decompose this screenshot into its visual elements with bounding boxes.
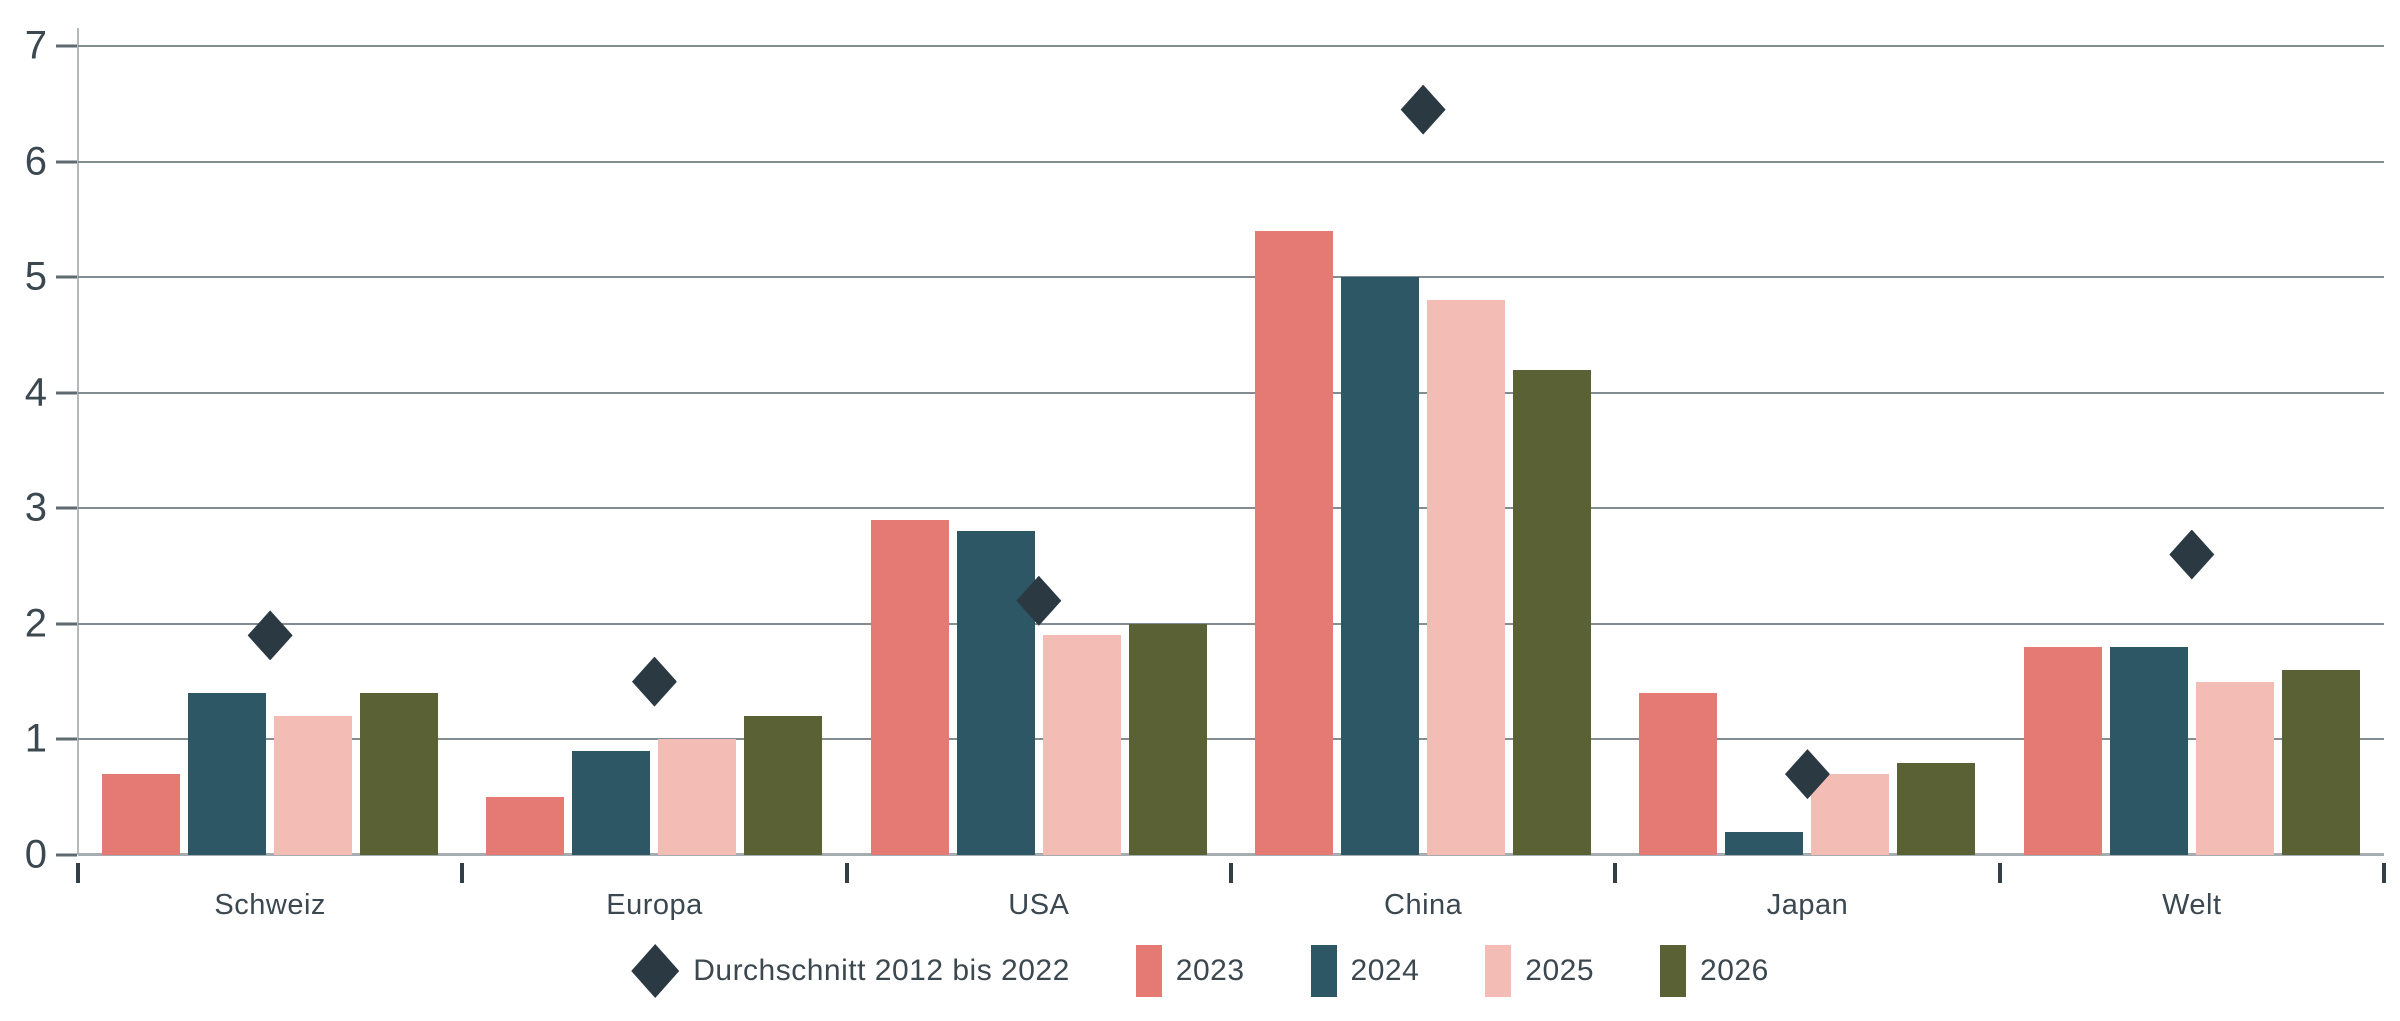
legend-label-2025: 2025 <box>1525 954 1595 987</box>
x-axis-boundary-tick-6 <box>2382 863 2386 883</box>
bar-2026-usa <box>1128 623 1207 855</box>
legend-label-2026: 2026 <box>1700 954 1769 987</box>
y-axis-label-0: 0 <box>24 832 48 877</box>
x-axis-label-japan: Japan <box>1766 889 1849 921</box>
y-axis-tick-6 <box>56 160 77 164</box>
x-axis-label-europa: Europa <box>606 889 703 921</box>
bar-2023-usa <box>870 519 949 855</box>
category-group-schweiz <box>78 46 462 855</box>
x-axis-boundary-tick-5 <box>1997 863 2002 883</box>
legend: Durchschnitt 2012 bis 2022 2023 2024 2025 20… <box>0 944 2400 998</box>
y-axis-tick-0 <box>56 853 77 857</box>
x-axis-label-welt: Welt <box>2162 889 2222 921</box>
bar-2026-china <box>1513 369 1592 855</box>
y-axis-label-3: 3 <box>24 485 48 530</box>
x-axis-boundary-tick-1 <box>460 863 465 883</box>
legend-item-2024: 2024 <box>1310 945 1420 997</box>
y-axis-label-6: 6 <box>24 139 48 184</box>
bar-2023-schweiz <box>102 774 181 855</box>
y-axis-tick-1 <box>56 737 77 741</box>
gridline-6 <box>78 160 2384 163</box>
legend-item-2026: 2026 <box>1660 945 1769 997</box>
legend-item-average: Durchschnitt 2012 bis 2022 <box>631 944 1070 998</box>
bar-2026-europa <box>744 716 823 855</box>
legend-swatch-2026 <box>1660 945 1687 997</box>
category-group-europa <box>462 46 846 855</box>
average-diamond-marker-europa <box>631 656 677 707</box>
x-axis-label-schweiz: Schweiz <box>214 889 326 921</box>
legend-label-2024: 2024 <box>1350 954 1420 987</box>
bar-2023-welt <box>2023 646 2102 855</box>
x-axis-baseline <box>78 853 2384 856</box>
y-axis-tick-4 <box>56 391 77 395</box>
bar-2024-usa <box>956 531 1035 855</box>
y-axis-tick-7 <box>56 44 77 48</box>
y-axis-label-5: 5 <box>24 254 48 299</box>
gridline-2 <box>78 622 2384 625</box>
category-group-usa <box>847 46 1231 855</box>
x-axis-label-usa: USA <box>1008 889 1070 921</box>
x-axis-boundary-tick-0 <box>76 863 80 883</box>
bar-zones <box>78 46 2384 855</box>
category-group-japan <box>1615 46 1999 855</box>
category-group-welt <box>2000 46 2384 855</box>
x-axis-label-china: China <box>1384 889 1463 921</box>
bar-2025-welt <box>2195 681 2274 855</box>
bar-2026-welt <box>2281 670 2360 855</box>
bar-2023-europa <box>486 797 565 855</box>
bar-2024-welt <box>2109 646 2188 855</box>
y-axis-line <box>77 28 79 855</box>
bar-2025-japan <box>1811 774 1890 855</box>
y-axis-tick-3 <box>56 506 77 510</box>
legend-swatch-2024 <box>1310 945 1337 997</box>
bar-2023-china <box>1255 230 1334 855</box>
legend-label-2023: 2023 <box>1175 954 1245 987</box>
y-axis-tick-2 <box>56 622 77 626</box>
bar-2024-europa <box>572 751 651 855</box>
bar-2025-usa <box>1042 635 1121 855</box>
x-axis-boundary-tick-2 <box>844 863 849 883</box>
plot-area <box>78 45 2384 856</box>
y-axis-label-7: 7 <box>24 23 48 68</box>
legend-item-2025: 2025 <box>1485 945 1594 997</box>
gridline-7 <box>78 45 2384 47</box>
x-axis-boundary-tick-4 <box>1613 863 1618 883</box>
bar-2025-europa <box>658 739 737 855</box>
y-axis-label-4: 4 <box>24 370 48 415</box>
bar-2025-schweiz <box>274 716 353 855</box>
x-axis-labels: Schweiz Europa USA China Japan Welt <box>78 889 2384 922</box>
x-axis-boundary-tick-3 <box>1229 863 1233 883</box>
y-axis-label-2: 2 <box>24 601 48 646</box>
gridline-1 <box>78 738 2384 741</box>
gridline-5 <box>78 276 2384 279</box>
bar-2024-china <box>1341 277 1420 855</box>
legend-label-average: Durchschnitt 2012 bis 2022 <box>693 954 1070 987</box>
bar-2023-japan <box>1639 693 1718 855</box>
average-diamond-marker-schweiz <box>247 610 293 661</box>
category-group-china <box>1231 46 1615 855</box>
legend-swatch-2023 <box>1135 945 1162 997</box>
gridline-3 <box>78 507 2384 510</box>
y-axis-label-1: 1 <box>24 716 48 761</box>
bar-2026-schweiz <box>360 693 439 855</box>
bar-2024-schweiz <box>188 693 267 855</box>
average-diamond-marker-welt <box>2169 529 2215 580</box>
average-diamond-marker-china <box>1400 84 1446 135</box>
gridline-4 <box>78 391 2384 394</box>
bar-2025-china <box>1427 300 1506 855</box>
bar-2024-japan <box>1725 831 1804 855</box>
y-axis-tick-5 <box>56 275 77 279</box>
legend-item-2023: 2023 <box>1135 945 1245 997</box>
bar-2026-japan <box>1897 762 1976 855</box>
legend-swatch-2025 <box>1485 945 1512 997</box>
legend-diamond-icon <box>631 944 680 998</box>
